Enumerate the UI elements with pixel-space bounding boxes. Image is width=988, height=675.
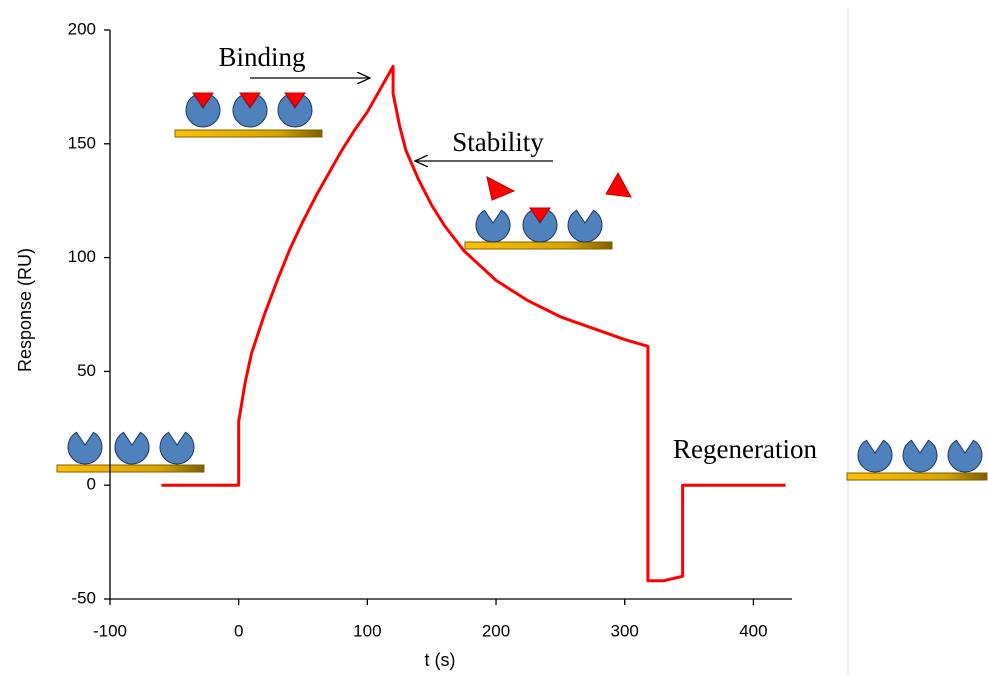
icon-binding xyxy=(175,93,322,137)
y-tick-label: 150 xyxy=(68,133,96,152)
x-axis-label: t (s) xyxy=(425,650,456,670)
x-tick-label: -100 xyxy=(93,621,127,640)
icon-baseline xyxy=(57,432,204,472)
chart: Binding Stability Regeneration Response … xyxy=(0,0,988,675)
y-tick-label: 200 xyxy=(68,19,96,38)
y-axis-label: Response (RU) xyxy=(15,248,35,372)
icon-regenerated xyxy=(847,440,987,480)
x-tick-label: 0 xyxy=(234,621,243,640)
annotation: Regeneration xyxy=(673,434,817,464)
annotation: Stability xyxy=(452,127,544,157)
x-tick-label: 300 xyxy=(611,621,639,640)
annotation: Binding xyxy=(218,42,305,72)
y-tick-label: 100 xyxy=(68,247,96,266)
x-tick-label: 200 xyxy=(482,621,510,640)
x-tick-label: 100 xyxy=(353,621,381,640)
x-tick-label: 400 xyxy=(739,621,767,640)
icon-stability xyxy=(465,173,631,249)
y-tick-label: -50 xyxy=(71,588,96,607)
y-tick-label: 0 xyxy=(87,475,96,494)
y-tick-label: 50 xyxy=(77,361,96,380)
